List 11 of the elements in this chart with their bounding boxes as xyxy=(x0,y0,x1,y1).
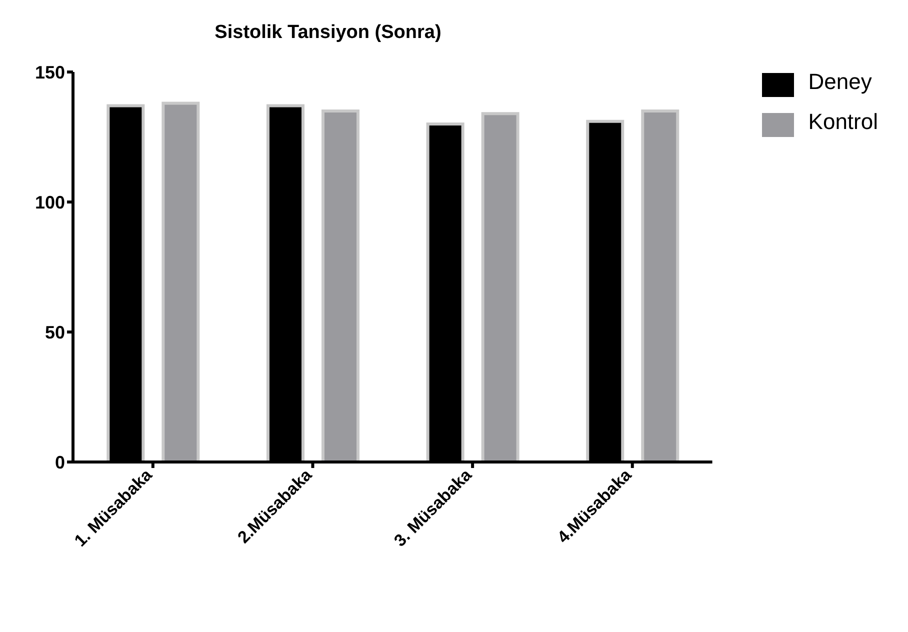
bar xyxy=(162,102,200,462)
y-tick-label: 150 xyxy=(34,62,65,82)
legend-label: Kontrol xyxy=(808,109,878,134)
y-tick-label: 100 xyxy=(34,192,65,212)
bar xyxy=(321,110,360,462)
chart-title: Sistolik Tansiyon (Sonra) xyxy=(214,22,442,45)
y-tick-label: 0 xyxy=(54,452,65,472)
bar xyxy=(481,112,520,462)
bar xyxy=(641,110,680,462)
y-tick-label: 50 xyxy=(44,322,65,342)
legend-label: Deney xyxy=(808,69,872,94)
